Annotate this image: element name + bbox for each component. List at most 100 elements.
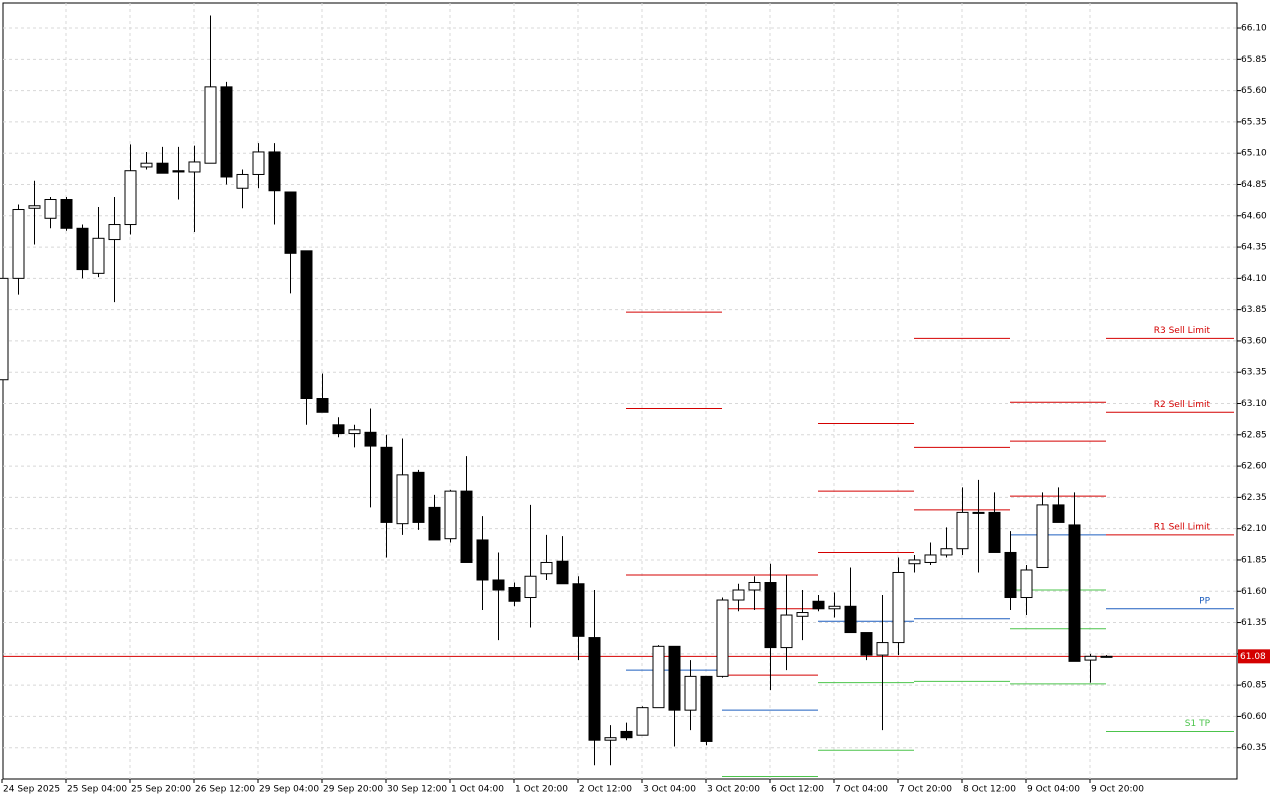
candle-body xyxy=(1068,524,1081,662)
candle-body xyxy=(844,605,857,634)
candle-body xyxy=(1004,551,1017,599)
candle-body xyxy=(444,490,457,540)
candle-body xyxy=(556,560,569,585)
candle-body xyxy=(252,151,265,175)
x-tick-label: 1 Oct 20:00 xyxy=(515,785,568,795)
candle-body xyxy=(812,600,825,610)
candle-body xyxy=(76,227,89,271)
candle-body xyxy=(12,209,25,279)
x-tick-label: 29 Sep 20:00 xyxy=(323,785,383,795)
y-tick-label: 63.10 xyxy=(1241,399,1267,409)
candle-body xyxy=(668,645,681,711)
candle-body xyxy=(892,571,905,644)
candle-body xyxy=(284,191,297,254)
candle-body xyxy=(636,707,649,736)
y-tick-label: 64.85 xyxy=(1241,180,1267,190)
candle-body xyxy=(92,237,105,274)
candle-body xyxy=(940,548,953,556)
candle-body xyxy=(364,431,377,447)
x-tick-label: 3 Oct 20:00 xyxy=(707,785,760,795)
y-tick-label: 63.60 xyxy=(1241,336,1267,346)
candle-body xyxy=(972,511,985,514)
x-tick-label: 26 Sep 12:00 xyxy=(195,785,255,795)
x-tick-label: 9 Oct 04:00 xyxy=(1027,785,1080,795)
level-label: R1 Sell Limit xyxy=(1154,522,1211,532)
y-tick-label: 65.85 xyxy=(1241,55,1267,65)
last-price-label: 61.08 xyxy=(1240,652,1266,662)
candle-body xyxy=(396,474,409,525)
x-tick-label: 3 Oct 04:00 xyxy=(643,785,696,795)
y-tick-label: 60.35 xyxy=(1241,743,1267,753)
candle-body xyxy=(796,612,809,617)
x-tick-label: 6 Oct 12:00 xyxy=(771,785,824,795)
candle-body xyxy=(188,161,201,173)
candle-body xyxy=(588,637,601,741)
y-tick-label: 61.35 xyxy=(1241,618,1267,628)
candle-body xyxy=(412,471,425,523)
last-price-tag xyxy=(1238,649,1270,664)
y-tick-label: 65.35 xyxy=(1241,117,1267,127)
y-tick-label: 62.35 xyxy=(1241,493,1267,503)
candle-body xyxy=(748,581,761,591)
x-tick-label: 9 Oct 20:00 xyxy=(1091,785,1144,795)
y-tick-label: 62.10 xyxy=(1241,524,1267,534)
x-tick-label: 29 Sep 04:00 xyxy=(259,785,319,795)
x-tick-label: 1 Oct 04:00 xyxy=(451,785,504,795)
candle-body xyxy=(1020,569,1033,599)
candle-body xyxy=(764,581,777,649)
candle-body xyxy=(316,398,329,413)
y-tick-label: 62.60 xyxy=(1241,462,1267,472)
candle-body xyxy=(1100,655,1113,658)
candle-body xyxy=(988,511,1001,553)
candle-body xyxy=(956,511,969,550)
x-tick-label: 25 Sep 20:00 xyxy=(131,785,191,795)
candle-body xyxy=(156,162,169,174)
candle-body xyxy=(348,429,361,435)
level-label: R2 Sell Limit xyxy=(1154,400,1211,410)
y-tick-label: 62.85 xyxy=(1241,430,1267,440)
candle-body xyxy=(572,583,585,637)
level-label: R3 Sell Limit xyxy=(1154,326,1211,336)
candle-body xyxy=(620,730,633,739)
y-tick-label: 64.35 xyxy=(1241,243,1267,253)
candle-body xyxy=(44,199,57,219)
x-tick-label: 24 Sep 2025 xyxy=(3,785,60,795)
candle-body xyxy=(0,277,9,381)
candle-body xyxy=(124,170,137,226)
candle-body xyxy=(684,675,697,711)
y-tick-label: 61.60 xyxy=(1241,587,1267,597)
x-tick-label: 30 Sep 12:00 xyxy=(387,785,447,795)
candle-body xyxy=(236,173,249,189)
candle-body xyxy=(604,737,617,741)
x-tick-label: 7 Oct 04:00 xyxy=(835,785,888,795)
y-tick-label: 66.10 xyxy=(1241,24,1267,34)
candle-body xyxy=(428,506,441,541)
candle-body xyxy=(220,86,233,178)
level-label: S1 TP xyxy=(1185,719,1211,729)
candle-body xyxy=(1084,655,1097,661)
y-tick-label: 63.35 xyxy=(1241,368,1267,378)
candle-body xyxy=(172,170,185,173)
candle-body xyxy=(476,539,489,581)
y-tick-label: 60.60 xyxy=(1241,712,1267,722)
x-tick-label: 2 Oct 12:00 xyxy=(579,785,632,795)
candle-body xyxy=(60,199,73,229)
candle-body xyxy=(108,224,121,241)
y-tick-label: 64.10 xyxy=(1241,274,1267,284)
candle-body xyxy=(332,424,345,435)
candle-body xyxy=(300,250,313,400)
y-tick-label: 63.85 xyxy=(1241,305,1267,315)
y-tick-label: 60.85 xyxy=(1241,681,1267,691)
candle-body xyxy=(524,575,537,599)
candle-body xyxy=(716,599,729,677)
x-tick-label: 25 Sep 04:00 xyxy=(67,785,127,795)
candle-body xyxy=(908,559,921,565)
candle-body xyxy=(828,605,841,610)
y-tick-label: 61.85 xyxy=(1241,555,1267,565)
candle-body xyxy=(460,490,473,563)
candle-body xyxy=(140,162,153,168)
y-tick-label: 64.60 xyxy=(1241,211,1267,221)
candle-body xyxy=(508,587,521,602)
